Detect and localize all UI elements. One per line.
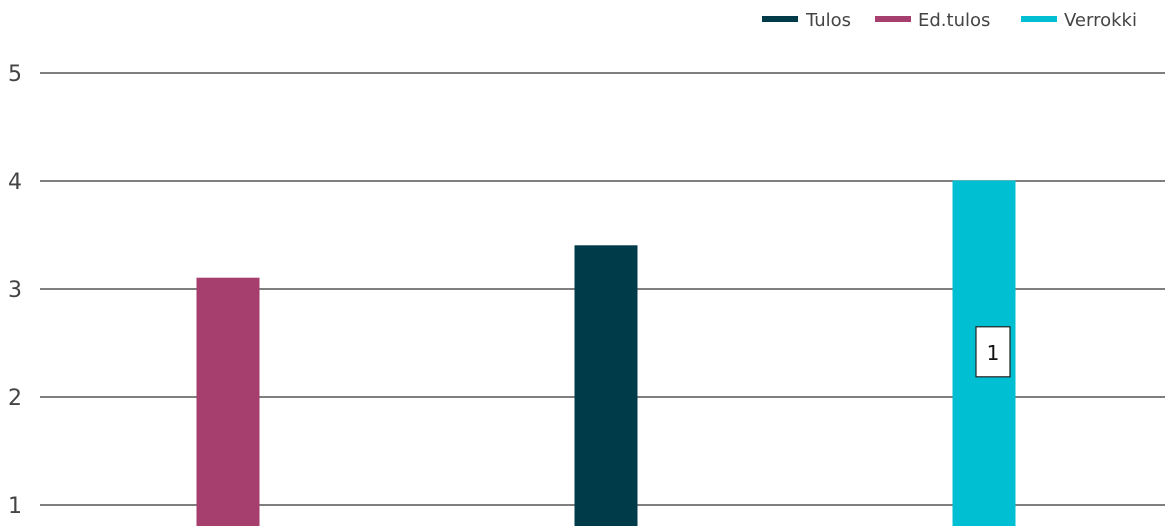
- legend-label: Tulos: [805, 10, 851, 31]
- data-label: 1: [975, 326, 1011, 378]
- legend-swatch: [762, 16, 798, 22]
- legend-label: Verrokki: [1064, 10, 1137, 31]
- bar-tulos[interactable]: [574, 245, 638, 526]
- y-tick-label-3: 3: [8, 278, 22, 303]
- y-tick-label-4: 4: [8, 170, 22, 195]
- y-axis-tick-labels: 1 2 3 4 5: [8, 62, 22, 519]
- y-tick-label-5: 5: [8, 62, 22, 87]
- bar-series: [196, 180, 1016, 526]
- bar-ed-tulos[interactable]: [196, 277, 260, 526]
- legend-item-tulos[interactable]: Tulos: [762, 10, 851, 31]
- y-tick-label-1: 1: [8, 494, 22, 519]
- data-label-text: 1: [987, 341, 1000, 365]
- legend-swatch: [875, 16, 911, 22]
- data-label-box: [975, 326, 1011, 378]
- legend-swatch: [1021, 16, 1057, 22]
- y-tick-label-2: 2: [8, 386, 22, 411]
- legend-label: Ed.tulos: [918, 10, 990, 31]
- legend: Tulos Ed.tulos Verrokki: [762, 10, 1137, 31]
- data-annotations: 1: [975, 326, 1011, 378]
- legend-item-verrokki[interactable]: Verrokki: [1021, 10, 1137, 31]
- legend-item-ed-tulos[interactable]: Ed.tulos: [875, 10, 990, 31]
